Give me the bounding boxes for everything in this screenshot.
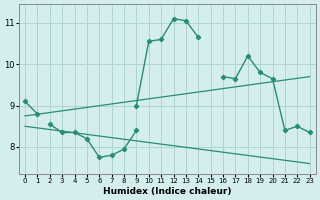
X-axis label: Humidex (Indice chaleur): Humidex (Indice chaleur) bbox=[103, 187, 232, 196]
